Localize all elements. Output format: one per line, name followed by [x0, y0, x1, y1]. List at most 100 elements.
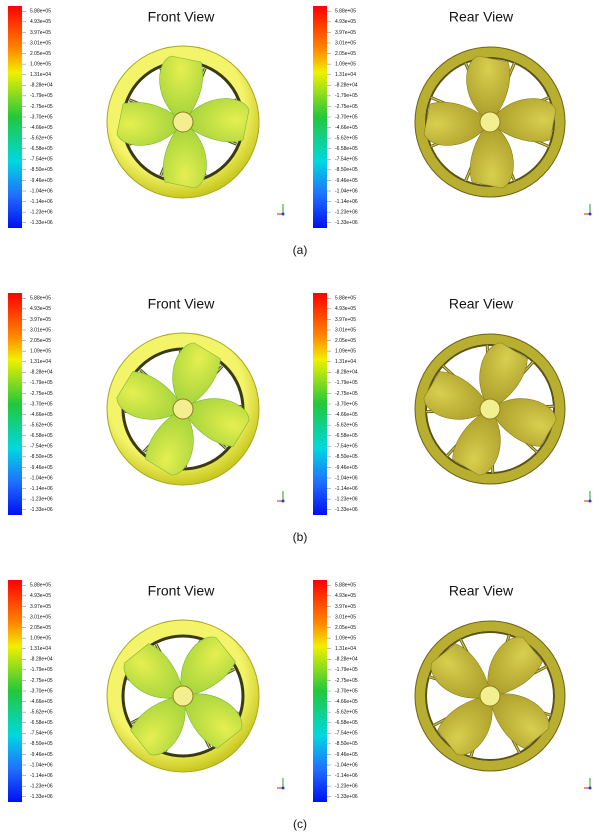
colorbar-label: 1.09e+05 [335, 635, 356, 641]
colorbar-label: -8.50e+05 [335, 167, 358, 173]
colorbar-label: 2.05e+05 [30, 338, 51, 344]
view-title: Front View [148, 583, 216, 599]
triad-origin [589, 787, 592, 790]
colorbar-label: -1.04e+06 [335, 762, 358, 768]
colorbar-label: -4.66e+05 [335, 412, 358, 418]
triad-origin [282, 787, 285, 790]
hub [480, 686, 500, 706]
colorbar-label: -8.50e+05 [30, 454, 53, 460]
colorbar-label: 1.09e+05 [335, 348, 356, 354]
colorbar-label: -3.70e+05 [335, 114, 358, 120]
view-title: Rear View [449, 296, 514, 312]
figure: 5.88e+05 4.93e+05 3.97e+05 3.01e+05 2.05e+05… [0, 0, 599, 839]
colorbar-label: -3.70e+05 [30, 114, 53, 120]
colorbar-label: -1.33e+06 [30, 794, 53, 800]
hub [480, 399, 500, 419]
colorbar-label: -4.66e+05 [335, 699, 358, 705]
colorbar-label: 1.09e+05 [335, 61, 356, 67]
colorbar-label: -1.14e+06 [30, 773, 53, 779]
colorbar-label: -2.75e+05 [335, 104, 358, 110]
view-title: Rear View [449, 583, 514, 599]
colorbar-label: 4.93e+05 [335, 593, 356, 599]
triad-origin [282, 213, 285, 216]
colorbar-label: -8.28e+04 [30, 370, 53, 376]
colorbar-label: -7.54e+05 [335, 731, 358, 737]
colorbar-label: 5.88e+05 [30, 583, 51, 589]
colorbar-label: 2.05e+05 [335, 338, 356, 344]
view-title: Front View [148, 9, 216, 25]
colorbar-label: 3.97e+05 [335, 317, 356, 323]
colorbar-label: -8.28e+04 [30, 657, 53, 663]
colorbar-label: 3.97e+05 [335, 30, 356, 36]
colorbar-label: -7.54e+05 [335, 444, 358, 450]
colorbar-label: -1.04e+06 [335, 188, 358, 194]
colorbar-label: 4.93e+05 [30, 306, 51, 312]
colorbar-label: -1.79e+05 [30, 93, 53, 99]
colorbar-label: 3.01e+05 [335, 327, 356, 333]
colorbar-label: -5.62e+05 [335, 709, 358, 715]
colorbar-label: 3.01e+05 [335, 40, 356, 46]
colorbar-label: 5.88e+05 [30, 296, 51, 302]
colorbar-label: 3.97e+05 [30, 30, 51, 36]
colorbar-label: 4.93e+05 [30, 19, 51, 25]
colorbar-label: -9.46e+05 [335, 178, 358, 184]
colorbar-label: -1.33e+06 [335, 794, 358, 800]
hub [173, 686, 193, 706]
colorbar-label: -7.54e+05 [30, 157, 53, 163]
hub [173, 112, 193, 132]
colorbar-label: 2.05e+05 [30, 625, 51, 631]
colorbar-label: -1.79e+05 [335, 93, 358, 99]
colorbar-label: -6.58e+05 [335, 720, 358, 726]
colorbar-gradient [8, 580, 22, 802]
colorbar-label: 3.01e+05 [30, 327, 51, 333]
colorbar-label: 1.31e+04 [30, 359, 51, 365]
colorbar: 5.88e+054.93e+053.97e+053.01e+052.05e+05… [8, 293, 53, 515]
view-title: Front View [148, 296, 216, 312]
colorbar-label: -5.62e+05 [30, 135, 53, 141]
colorbar-label: 3.97e+05 [30, 604, 51, 610]
colorbar-label: -8.28e+04 [335, 83, 358, 89]
colorbar-label: -8.50e+05 [335, 741, 358, 747]
colorbar-label: -1.33e+06 [335, 507, 358, 513]
colorbar-label: -8.50e+05 [335, 454, 358, 460]
colorbar-label: -1.04e+06 [30, 475, 53, 481]
colorbar-label: 3.97e+05 [335, 604, 356, 610]
colorbar-label: -1.23e+06 [335, 496, 358, 502]
colorbar-label: 3.01e+05 [30, 40, 51, 46]
colorbar-label: -1.14e+06 [335, 199, 358, 205]
colorbar-gradient [8, 6, 22, 228]
colorbar-label: -7.54e+05 [30, 731, 53, 737]
colorbar-label: 2.05e+05 [335, 625, 356, 631]
colorbar-gradient [313, 580, 327, 802]
colorbar-gradient [313, 6, 327, 228]
colorbar-label: -9.46e+05 [335, 465, 358, 471]
colorbar-label: -9.46e+05 [335, 752, 358, 758]
colorbar-label: 4.93e+05 [30, 593, 51, 599]
colorbar-label: -2.75e+05 [30, 391, 53, 397]
colorbar-label: 2.05e+05 [335, 51, 356, 57]
colorbar-label: -3.70e+05 [30, 401, 53, 407]
colorbar-label: 5.88e+05 [335, 583, 356, 589]
colorbar-label: -1.14e+06 [30, 486, 53, 492]
colorbar-label: 1.31e+04 [335, 359, 356, 365]
colorbar-label: -4.66e+05 [30, 125, 53, 131]
colorbar-label: -1.23e+06 [30, 783, 53, 789]
colorbar-label: -2.75e+05 [335, 391, 358, 397]
colorbar-label: 1.31e+04 [335, 72, 356, 78]
colorbar-gradient [8, 293, 22, 515]
colorbar-label: -4.66e+05 [335, 125, 358, 131]
colorbar-label: -4.66e+05 [30, 699, 53, 705]
colorbar-label: -1.14e+06 [335, 773, 358, 779]
colorbar-label: -4.66e+05 [30, 412, 53, 418]
colorbar: 5.88e+054.93e+053.97e+053.01e+052.05e+05… [8, 6, 53, 228]
colorbar-label: -1.14e+06 [335, 486, 358, 492]
colorbar-label: -1.79e+05 [30, 667, 53, 673]
colorbar-label: -1.23e+06 [30, 209, 53, 215]
colorbar-label: -1.79e+05 [335, 380, 358, 386]
rear-fan [415, 334, 592, 503]
caption: (a) [293, 243, 308, 257]
colorbar-label: 4.93e+05 [335, 306, 356, 312]
colorbar-label: -3.70e+05 [30, 688, 53, 694]
colorbar-label: -9.46e+05 [30, 752, 53, 758]
colorbar-label: -6.58e+05 [30, 720, 53, 726]
